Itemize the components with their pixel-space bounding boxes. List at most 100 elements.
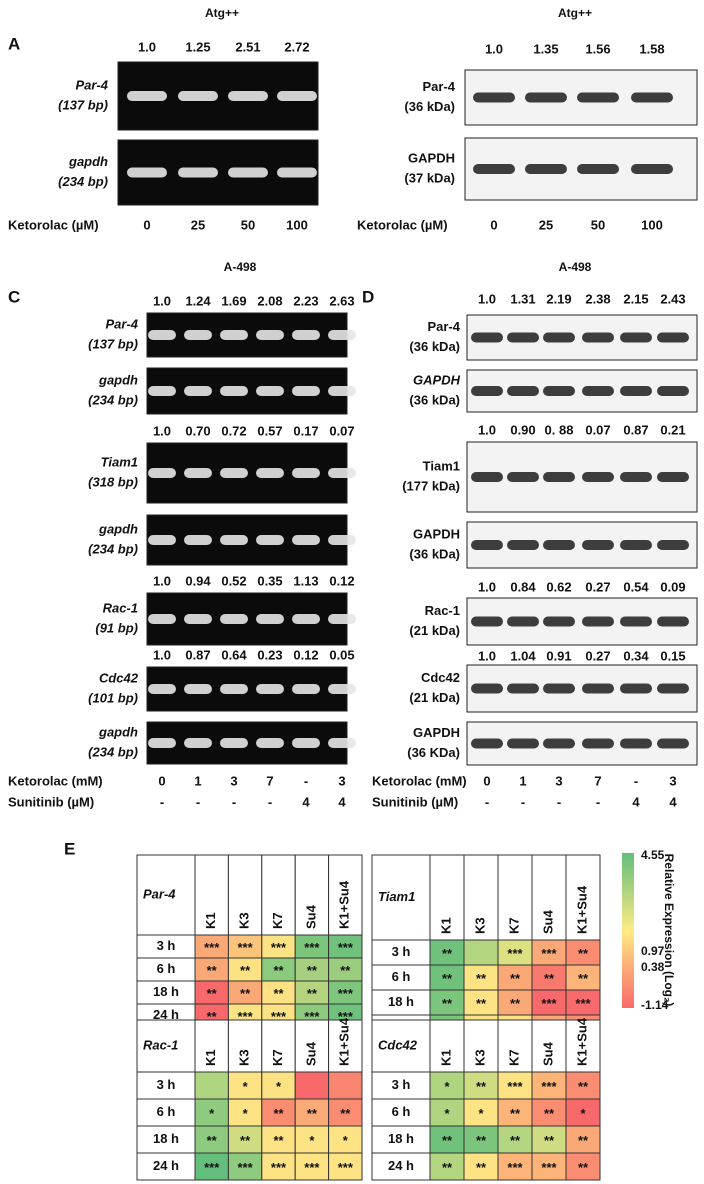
table-cell bbox=[136, 1019, 196, 1073]
band-name: Par-4 bbox=[427, 319, 460, 334]
column-header: K1+Su4 bbox=[337, 1017, 352, 1066]
band bbox=[471, 472, 503, 482]
band bbox=[256, 330, 284, 340]
band bbox=[220, 738, 248, 748]
significance: ** bbox=[578, 1133, 589, 1148]
significance: ** bbox=[476, 1160, 487, 1175]
panel-title: Atg++ bbox=[558, 6, 592, 20]
band bbox=[220, 386, 248, 396]
significance: *** bbox=[507, 1160, 523, 1175]
quantification: 0.57 bbox=[257, 423, 282, 438]
significance: ** bbox=[510, 1106, 521, 1121]
band bbox=[577, 164, 619, 174]
quantification: 0.12 bbox=[329, 573, 354, 588]
band-size: (137 bp) bbox=[88, 336, 138, 351]
significance: ** bbox=[340, 1106, 351, 1121]
significance: ** bbox=[307, 963, 318, 978]
treatment-label: Ketorolac (mM) bbox=[8, 773, 103, 788]
heatmap-cell bbox=[328, 1152, 363, 1181]
band-size: (137 bp) bbox=[58, 97, 108, 112]
significance: *** bbox=[238, 940, 254, 955]
band bbox=[277, 167, 317, 178]
dose: 0 bbox=[143, 217, 150, 232]
heatmap-cell bbox=[294, 1071, 330, 1100]
row-header: 18 h bbox=[153, 984, 179, 999]
band bbox=[178, 91, 218, 101]
table-cell bbox=[328, 854, 363, 936]
dose: 3 bbox=[338, 773, 345, 788]
table-cell bbox=[294, 854, 330, 936]
significance: * bbox=[243, 1079, 249, 1094]
band bbox=[620, 472, 652, 482]
significance: ** bbox=[442, 946, 453, 961]
table-cell bbox=[371, 989, 431, 1016]
band bbox=[543, 540, 575, 550]
quantification: 0.72 bbox=[221, 423, 246, 438]
significance: ** bbox=[240, 986, 251, 1001]
heatmap-cell bbox=[565, 1152, 601, 1181]
row-header: 6 h bbox=[157, 1104, 176, 1119]
significance: ** bbox=[442, 971, 453, 986]
table-cell bbox=[531, 1019, 567, 1073]
band bbox=[292, 738, 320, 748]
band-size: (37 kDa) bbox=[404, 170, 455, 185]
band bbox=[328, 684, 356, 694]
gene-name: Par-4 bbox=[143, 886, 176, 901]
band bbox=[582, 332, 614, 343]
treatment-label: Ketorolac (µM) bbox=[357, 217, 448, 232]
quantification: 1.0 bbox=[485, 41, 503, 56]
band bbox=[471, 332, 503, 343]
significance: ** bbox=[207, 1133, 218, 1148]
quantification: 1.0 bbox=[153, 423, 171, 438]
significance: *** bbox=[238, 1160, 254, 1175]
band-name: Rac-1 bbox=[425, 603, 460, 618]
band bbox=[543, 386, 575, 396]
quantification: 1.0 bbox=[478, 291, 496, 306]
dose: - bbox=[634, 773, 638, 788]
band bbox=[543, 683, 575, 694]
quantification: 0.70 bbox=[185, 423, 210, 438]
quantification: 0.94 bbox=[185, 573, 211, 588]
band bbox=[620, 683, 652, 694]
heatmap-cell bbox=[565, 964, 601, 991]
band bbox=[292, 614, 320, 624]
dose: 1 bbox=[519, 773, 526, 788]
band bbox=[582, 616, 614, 627]
band bbox=[148, 330, 176, 340]
row-header: 3 h bbox=[157, 1077, 176, 1092]
band bbox=[328, 614, 356, 624]
band-name: Par-4 bbox=[105, 316, 138, 331]
quantification: 0.87 bbox=[185, 647, 210, 662]
heatmap-cell bbox=[463, 989, 499, 1016]
significance: *** bbox=[304, 940, 320, 955]
band bbox=[543, 332, 575, 343]
significance: *** bbox=[304, 1160, 320, 1175]
panel-label: E bbox=[64, 839, 75, 858]
band bbox=[292, 330, 320, 340]
band bbox=[620, 332, 652, 343]
significance: ** bbox=[307, 986, 318, 1001]
significance: * bbox=[444, 1079, 450, 1094]
band bbox=[292, 684, 320, 694]
significance: ** bbox=[273, 1133, 284, 1148]
column-header: Su4 bbox=[540, 1041, 555, 1066]
band-name: Par-4 bbox=[422, 79, 455, 94]
band-size: (101 bp) bbox=[88, 690, 138, 705]
band bbox=[620, 386, 652, 396]
quantification: 0.27 bbox=[585, 579, 610, 594]
table-cell bbox=[565, 854, 601, 941]
band-size: (36 KDa) bbox=[407, 745, 460, 760]
column-header: K1+Su4 bbox=[337, 880, 352, 929]
band-size: (318 bp) bbox=[88, 474, 138, 489]
table-cell bbox=[136, 1098, 196, 1127]
quantification: 1.56 bbox=[585, 41, 610, 56]
band bbox=[256, 738, 284, 748]
heatmap-cell bbox=[227, 1071, 263, 1100]
dose: - bbox=[596, 794, 600, 809]
quantification: 1.58 bbox=[639, 41, 664, 56]
band bbox=[657, 616, 689, 627]
significance: ** bbox=[442, 1133, 453, 1148]
band-name: Tiam1 bbox=[101, 454, 138, 469]
dose: 50 bbox=[591, 217, 605, 232]
band bbox=[471, 540, 503, 550]
